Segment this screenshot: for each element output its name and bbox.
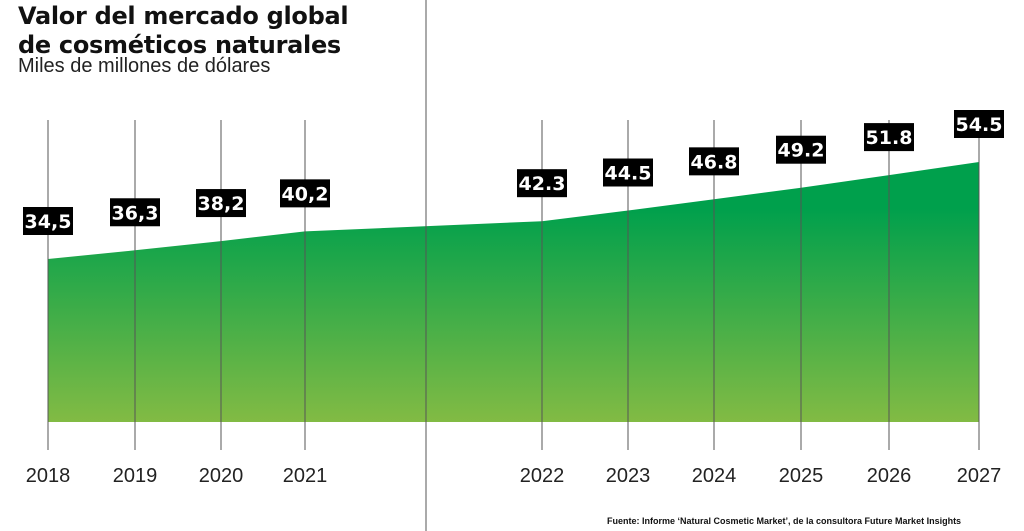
x-tick-label-2018: 2018 [26, 465, 71, 487]
x-tick-label-2025: 2025 [779, 465, 824, 487]
x-tick-label-2026: 2026 [867, 465, 912, 487]
data-label-2021: 40,2 [280, 179, 330, 208]
data-label-text: 36,3 [112, 202, 159, 224]
x-tick-label-2024: 2024 [692, 465, 737, 487]
data-label-bg [517, 169, 567, 198]
data-label-bg [776, 135, 826, 164]
data-label-2027: 54.5 [954, 110, 1004, 138]
data-label-bg [23, 207, 73, 235]
x-tick-label-2022: 2022 [520, 465, 565, 487]
data-label-2026: 51.8 [864, 123, 914, 152]
data-label-2022: 42.3 [517, 169, 567, 198]
data-label-2025: 49.2 [776, 135, 826, 164]
x-tick-label-2027: 2027 [957, 465, 1002, 487]
source-note: Fuente: Informe ‘Natural Cosmetic Market… [607, 516, 962, 526]
data-label-2024: 46.8 [689, 147, 739, 176]
data-label-bg [954, 110, 1004, 138]
data-label-text: 42.3 [519, 173, 566, 195]
x-tick-label-2019: 2019 [113, 465, 158, 487]
data-label-text: 34,5 [25, 211, 72, 233]
x-tick-label-2021: 2021 [283, 465, 328, 487]
area-series [48, 162, 979, 422]
data-label-text: 46.8 [691, 151, 738, 173]
data-label-2023: 44.5 [603, 158, 653, 187]
data-label-text: 51.8 [866, 127, 913, 149]
data-label-2020: 38,2 [196, 189, 246, 218]
chart-subtitle: Miles de millones de dólares [18, 55, 271, 77]
chart-title-line-2: de cosméticos naturales [18, 31, 341, 59]
data-label-text: 40,2 [282, 183, 329, 205]
data-label-text: 54.5 [956, 114, 1003, 136]
data-label-2019: 36,3 [110, 198, 160, 227]
data-label-bg [196, 189, 246, 218]
chart-title-line-1: Valor del mercado global [18, 2, 349, 30]
data-label-bg [864, 123, 914, 152]
x-tick-label-2023: 2023 [606, 465, 651, 487]
data-label-bg [110, 198, 160, 227]
data-label-text: 38,2 [198, 193, 245, 215]
data-label-bg [689, 147, 739, 176]
data-label-bg [280, 179, 330, 208]
data-label-text: 44.5 [605, 163, 652, 185]
data-label-2018: 34,5 [23, 207, 73, 235]
x-tick-label-2020: 2020 [199, 465, 244, 487]
chart-title: Valor del mercado global de cosméticos n… [18, 2, 349, 60]
data-label-bg [603, 158, 653, 187]
data-label-text: 49.2 [778, 140, 825, 162]
